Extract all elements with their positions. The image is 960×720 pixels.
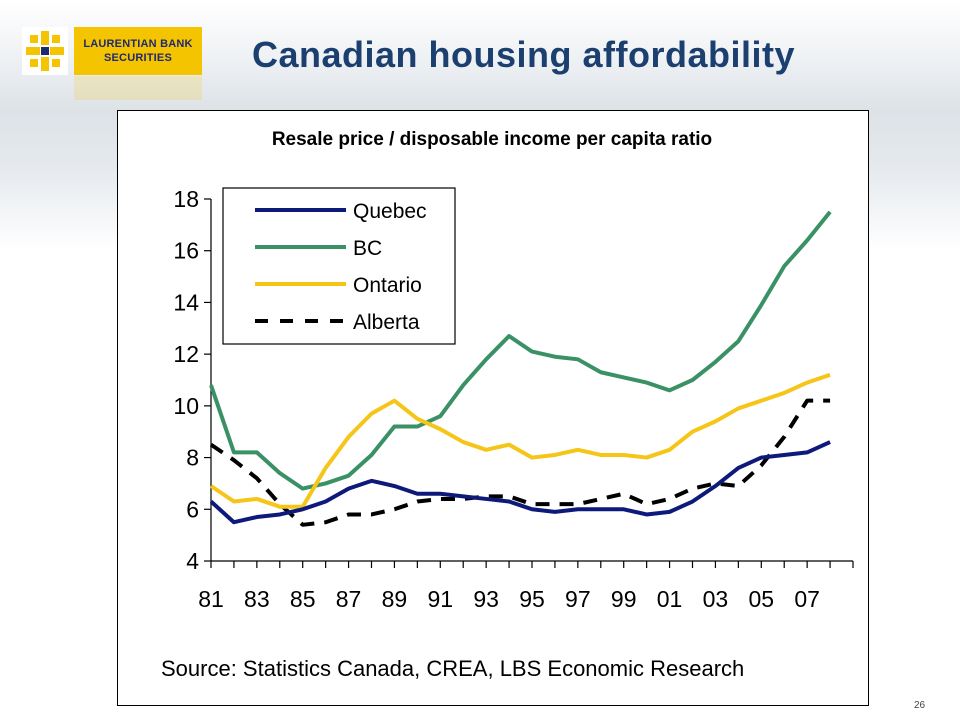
x-tick-label: 93	[473, 586, 499, 612]
y-tick-label: 4	[186, 548, 199, 574]
x-tick-label: 99	[611, 586, 637, 612]
logo-reflection	[22, 76, 202, 100]
y-tick-label: 6	[186, 496, 199, 522]
x-tick-label: 87	[336, 586, 362, 612]
page-number: 26	[914, 700, 926, 711]
chart-panel: Resale price / disposable income per cap…	[117, 110, 869, 706]
logo-line-1: LAURENTIAN BANK	[83, 38, 193, 50]
series-line-alberta	[209, 398, 831, 527]
logo-line-2: SECURITIES	[103, 52, 172, 64]
company-logo: LAURENTIAN BANK SECURITIES	[22, 27, 202, 75]
x-tick-label: 07	[794, 586, 820, 612]
x-tick-label: 97	[565, 586, 591, 612]
chart-axes: 4 6 8 10 12 14 16 18 81 83 85 87 89 91 93 95 97 99 01 03 05 0…	[173, 186, 854, 612]
x-tick-label: 81	[198, 586, 224, 612]
y-tick-label: 16	[173, 238, 199, 264]
legend-box	[222, 187, 456, 345]
x-tick-label: 89	[382, 586, 408, 612]
chart-legend: Quebec BC Ontario Alberta	[222, 187, 456, 345]
chart-title: Resale price / disposable income per cap…	[272, 129, 712, 150]
y-tick-label: 18	[173, 186, 199, 212]
x-tick-label: 85	[290, 586, 316, 612]
legend-label-bc: BC	[353, 237, 382, 260]
logo-wordmark: LAURENTIAN BANK SECURITIES	[74, 27, 202, 75]
y-tick-label: 8	[186, 445, 199, 471]
series-line-quebec	[209, 440, 831, 525]
y-tick-label: 12	[173, 341, 199, 367]
x-tick-label: 05	[748, 586, 774, 612]
x-tick-label: 01	[657, 586, 683, 612]
line-chart: Resale price / disposable income per cap…	[161, 129, 854, 681]
legend-label-quebec: Quebec	[353, 200, 427, 223]
x-tick-label: 03	[703, 586, 729, 612]
x-tick-label: 91	[427, 586, 453, 612]
legend-label-ontario: Ontario	[353, 274, 422, 297]
laurentian-flower-logo-icon	[22, 27, 68, 75]
chart-series	[209, 210, 832, 527]
x-tick-label: 95	[519, 586, 545, 612]
chart-source: Source: Statistics Canada, CREA, LBS Eco…	[161, 656, 744, 681]
legend-label-alberta: Alberta	[353, 311, 420, 334]
series-line-ontario	[209, 372, 831, 509]
y-tick-label: 14	[173, 289, 199, 315]
page-title: Canadian housing affordability	[252, 34, 796, 75]
x-tick-label: 83	[244, 586, 270, 612]
y-tick-label: 10	[173, 393, 199, 419]
